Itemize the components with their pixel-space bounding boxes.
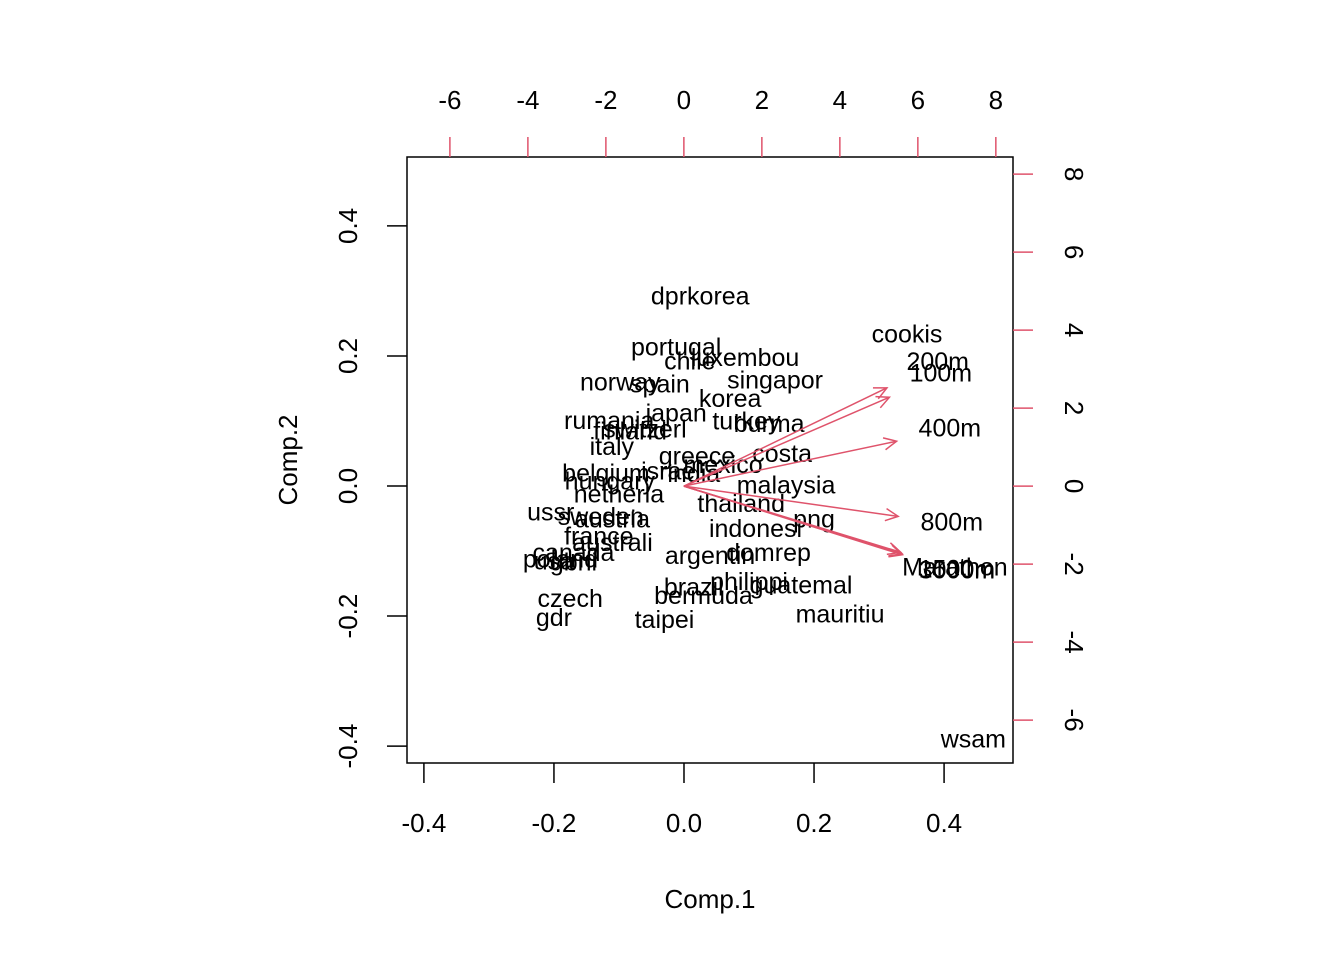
point-label: guatemal bbox=[750, 571, 853, 599]
loading-arrow bbox=[683, 440, 897, 487]
y-tick-label: -0.4 bbox=[333, 724, 363, 769]
point-label: philippi bbox=[710, 568, 788, 596]
x2-tick-label: 6 bbox=[911, 85, 925, 115]
loading-label: 100m bbox=[910, 360, 973, 388]
loading-label: 1500m bbox=[919, 555, 995, 583]
y-tick-label: 0.0 bbox=[333, 468, 363, 504]
point-label: png bbox=[793, 506, 835, 534]
y2-tick-label: 0 bbox=[1059, 479, 1089, 493]
point-label: mauritiu bbox=[796, 601, 885, 629]
plot-box bbox=[406, 156, 1014, 764]
y-tick-label: 0.2 bbox=[333, 338, 363, 374]
x-tick-label: 0.2 bbox=[796, 808, 832, 838]
point-label: domrep bbox=[726, 539, 811, 567]
y2-tick-label: -4 bbox=[1059, 631, 1089, 654]
point-label: switzerl bbox=[603, 415, 686, 443]
x-tick-label: 0.0 bbox=[666, 808, 702, 838]
arrow-head bbox=[884, 507, 900, 522]
x2-tick-label: 4 bbox=[833, 85, 847, 115]
point-label: japan bbox=[645, 400, 707, 428]
point-label: austria bbox=[575, 506, 650, 534]
point-label: gdr bbox=[536, 604, 572, 632]
point-label: ussr bbox=[527, 499, 574, 527]
point-label: netherla bbox=[574, 480, 664, 508]
point-label: costa bbox=[752, 440, 812, 468]
point-label: mexico bbox=[683, 451, 762, 479]
loading-arrow bbox=[683, 485, 899, 518]
point-label: argentin bbox=[665, 542, 755, 570]
point-label: chile bbox=[664, 348, 715, 376]
point-label: cookis bbox=[872, 320, 943, 348]
x-tick-label: -0.2 bbox=[532, 808, 577, 838]
point-label: israel bbox=[641, 458, 701, 486]
y2-tick-label: 8 bbox=[1059, 167, 1089, 181]
y-axis-label: Comp.2 bbox=[273, 414, 303, 505]
point-label: burma bbox=[734, 410, 805, 438]
point-label: malaysia bbox=[737, 471, 836, 499]
point-label: usa bbox=[534, 547, 574, 575]
point-label: gbni bbox=[550, 549, 597, 577]
loading-arrow bbox=[683, 485, 901, 553]
y-tick-label: -0.2 bbox=[333, 594, 363, 639]
loading-label: 400m bbox=[919, 415, 982, 443]
loading-label: 800m bbox=[921, 509, 984, 537]
point-label: greece bbox=[659, 443, 735, 471]
loading-label: 3000m bbox=[919, 557, 995, 585]
loading-arrow bbox=[683, 396, 890, 487]
point-label: taipei bbox=[635, 606, 695, 634]
y2-tick-label: -6 bbox=[1059, 709, 1089, 732]
loading-label: Marathon bbox=[902, 553, 1008, 581]
y2-tick-label: 2 bbox=[1059, 401, 1089, 415]
y2-tick-label: 4 bbox=[1059, 323, 1089, 337]
point-label: poland bbox=[523, 545, 598, 573]
y2-tick-label: 6 bbox=[1059, 245, 1089, 259]
x2-tick-label: -4 bbox=[516, 85, 539, 115]
point-label: portugal bbox=[631, 333, 721, 361]
point-label: korea bbox=[699, 385, 762, 413]
point-label: hungary bbox=[565, 467, 656, 495]
point-label: singapor bbox=[727, 367, 823, 395]
point-label: norway bbox=[580, 369, 661, 397]
x2-tick-label: -2 bbox=[594, 85, 617, 115]
point-label: brazil bbox=[664, 573, 724, 601]
y2-tick-label: -2 bbox=[1059, 553, 1089, 576]
plot-area: dprkorea cookis portugalluxembouchilenorwa… bbox=[523, 283, 1008, 754]
point-label: czech bbox=[538, 585, 603, 613]
point-label: luxembou bbox=[691, 344, 799, 372]
y-tick-label: 0.4 bbox=[333, 208, 363, 244]
arrow-head bbox=[882, 437, 899, 451]
point-label: belgium bbox=[562, 460, 650, 488]
arrow-head bbox=[872, 387, 889, 400]
point-label: bermuda bbox=[654, 582, 753, 610]
point-label: canada bbox=[532, 539, 614, 567]
point-label: turkey bbox=[712, 408, 781, 436]
point-label: sweden bbox=[558, 503, 644, 531]
loading-label: 200m bbox=[906, 348, 969, 376]
point-label: spain bbox=[630, 370, 690, 398]
x-axis-label: Comp.1 bbox=[664, 884, 755, 914]
point-label: rumania bbox=[564, 407, 654, 435]
point-label: indonesi bbox=[709, 515, 802, 543]
x2-tick-label: 8 bbox=[989, 85, 1003, 115]
point-label: wsam bbox=[940, 726, 1006, 754]
x2-tick-label: 0 bbox=[677, 85, 691, 115]
point-label: finland bbox=[593, 417, 667, 445]
point-label: dprkorea bbox=[651, 283, 750, 311]
point-label: france bbox=[564, 523, 633, 551]
x-tick-label: -0.4 bbox=[401, 808, 446, 838]
arrow-head bbox=[886, 542, 903, 556]
point-label: australi bbox=[572, 529, 653, 557]
x2-tick-label: -6 bbox=[438, 85, 461, 115]
x-tick-label: 0.4 bbox=[926, 808, 962, 838]
loading-arrow bbox=[683, 387, 888, 487]
point-label: italy bbox=[590, 433, 635, 461]
x2-tick-label: 2 bbox=[755, 85, 769, 115]
